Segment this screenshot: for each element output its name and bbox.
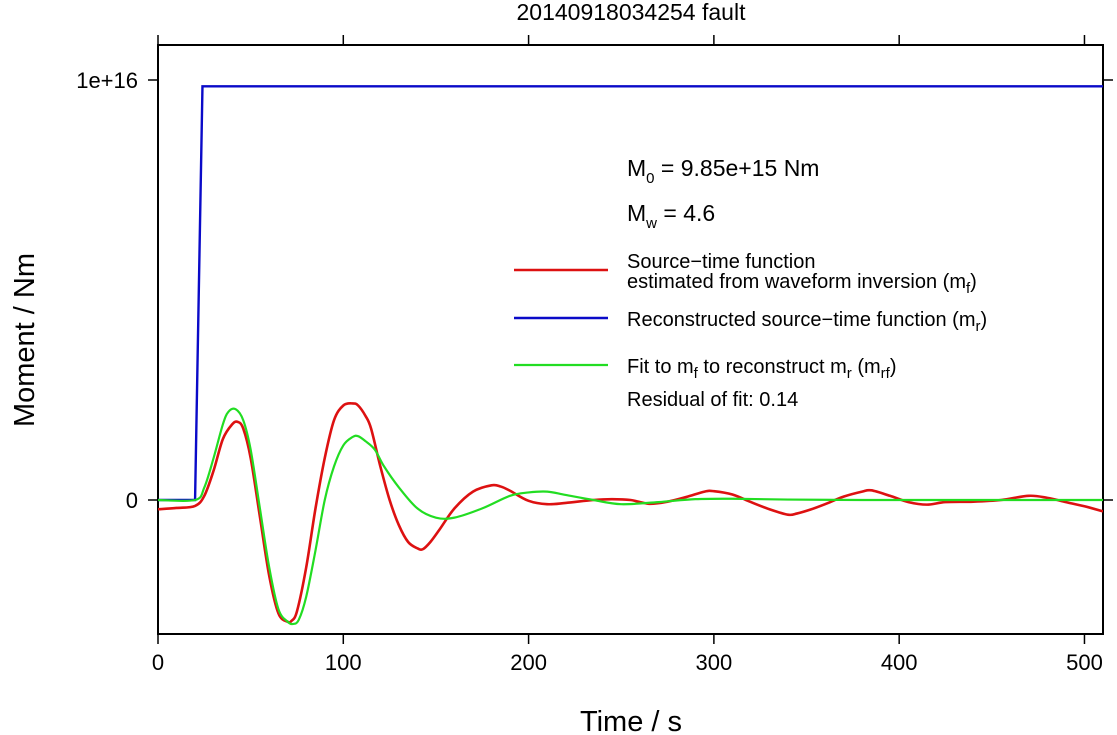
axis-ticks: 0 100 200 300 400 500 0 1e+16 bbox=[76, 35, 1113, 675]
x-axis-label: Time / s bbox=[580, 706, 682, 735]
x-tick-label: 400 bbox=[881, 650, 918, 675]
x-tick-label: 300 bbox=[696, 650, 733, 675]
x-tick-label: 200 bbox=[510, 650, 547, 675]
series-group bbox=[158, 85, 1103, 626]
x-tick-label: 100 bbox=[325, 650, 362, 675]
plot-frame bbox=[157, 44, 1104, 635]
y-axis-label: Moment / Nm bbox=[9, 253, 41, 427]
m0-annotation: M0 = 9.85e+15 Nm bbox=[627, 155, 819, 187]
residual-annotation: Residual of fit: 0.14 bbox=[627, 389, 798, 411]
series-blue-line bbox=[158, 85, 1103, 502]
x-tick-label: 0 bbox=[152, 650, 164, 675]
legend: Source−time function estimated from wave… bbox=[514, 251, 987, 411]
x-tick-label: 500 bbox=[1066, 650, 1103, 675]
mw-annotation: Mw = 4.6 bbox=[627, 200, 715, 232]
y-tick-label: 1e+16 bbox=[76, 68, 138, 93]
legend-label-green: Fit to mf to reconstruct mr (mrf) bbox=[627, 356, 897, 382]
series-red-line bbox=[158, 402, 1103, 624]
y-tick-label: 0 bbox=[126, 488, 138, 513]
legend-label-red-line2: estimated from waveform inversion (mf) bbox=[627, 271, 977, 297]
legend-label-red-line1: Source−time function bbox=[627, 251, 815, 273]
chart-title: 20140918034254 fault bbox=[517, 0, 747, 25]
series-green-line bbox=[158, 407, 1103, 626]
legend-label-blue: Reconstructed source−time function (mr) bbox=[627, 309, 987, 335]
